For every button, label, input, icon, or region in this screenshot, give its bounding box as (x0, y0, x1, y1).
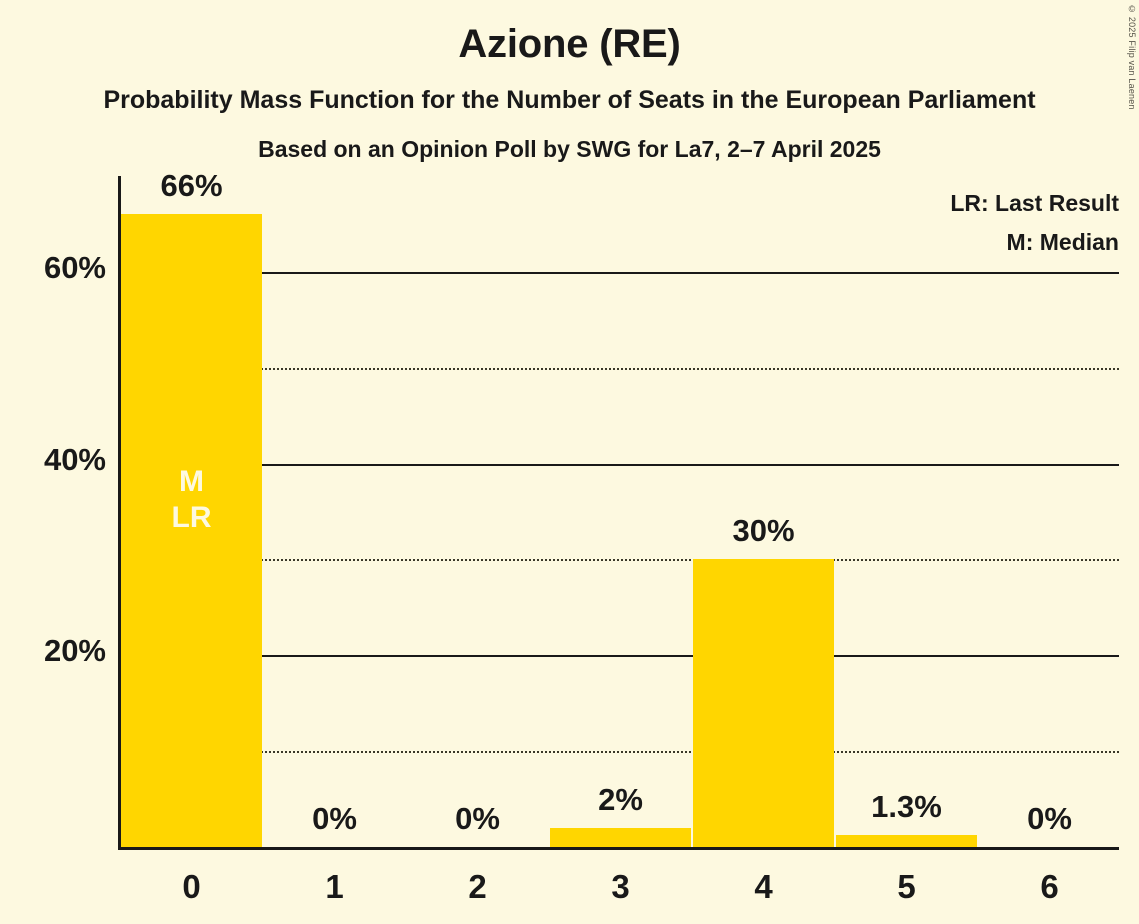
bar-value-label: 0% (312, 801, 357, 836)
chart-legend: LR: Last Result M: Median (950, 184, 1119, 262)
bar-value-label: 66% (160, 168, 223, 204)
gridline-dotted-30 (261, 559, 1119, 562)
gridline-solid-60 (261, 271, 1119, 274)
legend-item-last-result: LR: Last Result (950, 190, 1119, 216)
bar (550, 827, 691, 847)
bar-annotation-m: M (179, 465, 204, 499)
x-tick-label-4: 4 (754, 868, 773, 905)
copyright-notice: © 2025 Filip van Laenen (1127, 4, 1137, 110)
x-axis-line (118, 847, 1119, 850)
chart-title: Azione (RE) (458, 22, 681, 66)
x-tick-label-6: 6 (1040, 868, 1059, 905)
gridline-dotted-50 (261, 367, 1119, 370)
plot-area: 66% M LR 0% 0% 2% 30% 1.3% 0% (118, 168, 1119, 850)
bar-value-label: 2% (598, 781, 643, 817)
x-tick-label-5: 5 (897, 868, 916, 905)
chart-subtitle: Probability Mass Function for the Number… (103, 86, 1036, 114)
bar (121, 214, 262, 847)
y-axis-line (118, 176, 121, 847)
x-tick-label-0: 0 (182, 868, 201, 905)
gridline-solid-40 (261, 463, 1119, 466)
bar-value-label: 0% (1027, 801, 1072, 836)
bar (836, 834, 977, 847)
bar-annotation-group: M LR (121, 464, 262, 536)
y-tick-label-40: 40% (43, 441, 106, 477)
x-tick-label-1: 1 (325, 868, 344, 905)
x-tick-label-2: 2 (468, 868, 487, 905)
bar-value-label: 1.3% (871, 788, 942, 824)
gridline-dotted-10 (261, 751, 1119, 754)
gridline-solid-20 (261, 655, 1119, 658)
bar (693, 559, 834, 847)
legend-item-median: M: Median (1006, 229, 1119, 255)
bar-value-label: 30% (732, 513, 795, 549)
x-tick-label-3: 3 (611, 868, 630, 905)
chart-source-subtitle: Based on an Opinion Poll by SWG for La7,… (258, 136, 881, 162)
bar-annotation-lr: LR (171, 501, 212, 535)
bar-value-label: 0% (455, 801, 500, 836)
y-tick-label-60: 60% (43, 249, 106, 285)
y-tick-label-20: 20% (43, 633, 106, 669)
